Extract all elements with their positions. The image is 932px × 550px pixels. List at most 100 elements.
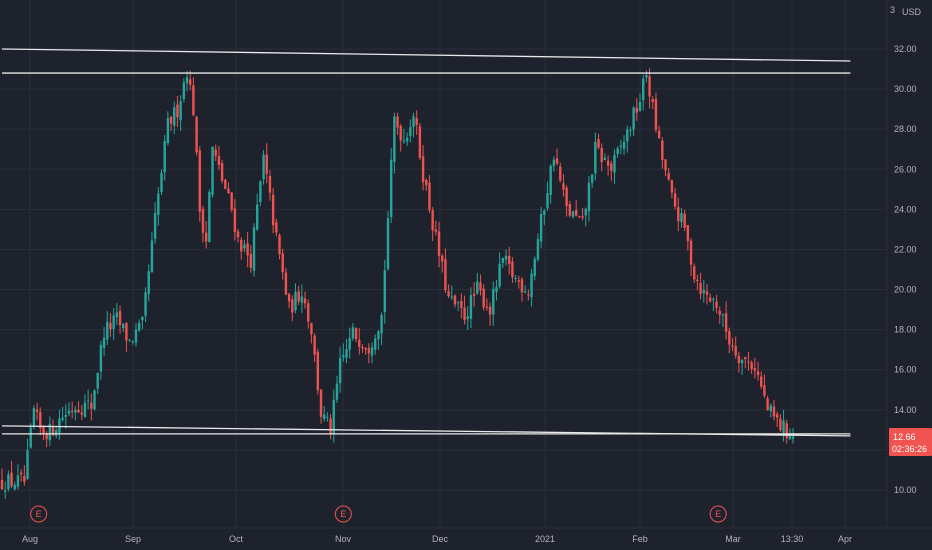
earnings-marker[interactable]: E — [334, 505, 352, 523]
candle-body — [779, 418, 782, 431]
candle-body — [345, 349, 348, 358]
candle-body — [102, 337, 106, 348]
candle-body — [648, 76, 651, 97]
candle-body — [396, 116, 399, 128]
candle-body — [48, 423, 52, 441]
candle-body — [96, 372, 99, 389]
candle-body — [466, 316, 469, 319]
candle-body — [86, 400, 90, 402]
candle-body — [134, 329, 138, 343]
y-tick-label: 10.00 — [894, 485, 917, 495]
candle-body — [415, 118, 418, 125]
earnings-marker[interactable]: E — [709, 505, 727, 523]
candle-body — [686, 224, 690, 242]
candle-body — [217, 155, 221, 165]
currency-label[interactable]: USD — [902, 7, 922, 17]
candle-body — [61, 417, 64, 420]
candle-body — [654, 99, 658, 130]
candle-body — [77, 410, 80, 413]
candle-body — [204, 232, 208, 242]
candle-body — [236, 231, 240, 238]
candle-body — [728, 331, 731, 345]
candle-body — [520, 279, 524, 293]
candle-body — [597, 139, 600, 148]
candle-body — [441, 255, 444, 262]
bar-countdown: 02:36:26 — [892, 444, 927, 454]
candle-body — [374, 338, 377, 350]
candle-body — [364, 348, 367, 350]
candle-body — [93, 390, 96, 410]
candle-body — [51, 426, 55, 436]
candle-body — [271, 194, 275, 226]
candle-body — [460, 300, 463, 309]
candle-body — [453, 295, 457, 305]
candle-body — [380, 314, 383, 334]
top-partial-tick: 3 — [890, 5, 895, 15]
candle-body — [562, 183, 565, 190]
candle-body — [485, 306, 489, 308]
candle-body — [546, 193, 549, 209]
last-price-label: 12.66 02:36:26 — [889, 428, 932, 456]
candle-body — [19, 472, 23, 475]
candle-body — [584, 208, 587, 216]
candle-body — [23, 476, 26, 482]
candle-body — [10, 472, 13, 487]
candle-body — [766, 398, 769, 411]
candle-body — [173, 107, 176, 126]
candle-body — [476, 281, 479, 294]
candle-body — [348, 338, 351, 350]
candle-body — [444, 259, 447, 291]
candle-body — [386, 218, 390, 269]
candle-body — [501, 257, 505, 263]
candle-body — [70, 411, 74, 413]
x-tick-label: Apr — [838, 534, 852, 544]
x-tick-label: Oct — [229, 534, 244, 544]
candle-body — [603, 157, 607, 161]
candle-body — [166, 118, 170, 143]
candle-body — [335, 383, 339, 400]
candle-body — [64, 415, 67, 417]
y-tick-label: 24.00 — [894, 204, 917, 214]
x-tick-label: Nov — [335, 534, 352, 544]
candle-body — [431, 210, 434, 231]
candle-body — [211, 146, 214, 195]
candle-body — [673, 193, 677, 207]
candle-body — [399, 125, 402, 141]
candle-body — [568, 204, 572, 216]
trendline[interactable] — [1, 48, 851, 62]
candle-body — [677, 207, 680, 222]
candle-body — [536, 239, 540, 260]
candle-body — [661, 140, 664, 160]
candle-body — [421, 156, 425, 183]
candle-body — [268, 175, 272, 193]
earnings-marker[interactable]: E — [30, 505, 48, 523]
trendlines[interactable] — [1, 48, 851, 437]
candle-body — [763, 385, 766, 396]
candle-body — [265, 154, 268, 174]
candle-body — [144, 292, 147, 316]
earnings-marker-circle — [334, 505, 352, 523]
candle-body — [163, 141, 166, 173]
candle-body — [708, 297, 712, 302]
time-axis[interactable]: Aug Sep Oct Nov Dec 2021 Feb Mar 13:30 Apr — [22, 534, 852, 544]
candle-body — [80, 412, 83, 415]
candle-body — [750, 362, 753, 369]
candle-body — [782, 420, 785, 433]
candle-body — [179, 101, 182, 121]
candle-body — [619, 145, 623, 147]
candle-body — [737, 356, 741, 364]
candle-body — [383, 270, 386, 313]
candle-body — [294, 291, 297, 311]
candle-body — [112, 315, 115, 330]
candle-body — [137, 322, 141, 331]
x-tick-label: Dec — [432, 534, 449, 544]
candle-body — [240, 239, 243, 252]
earnings-marker-label: E — [340, 509, 346, 519]
candle-body — [128, 339, 131, 341]
candle-body — [29, 427, 32, 448]
candle-body — [559, 166, 562, 181]
candle-body — [377, 331, 380, 339]
candle-body — [224, 179, 227, 189]
